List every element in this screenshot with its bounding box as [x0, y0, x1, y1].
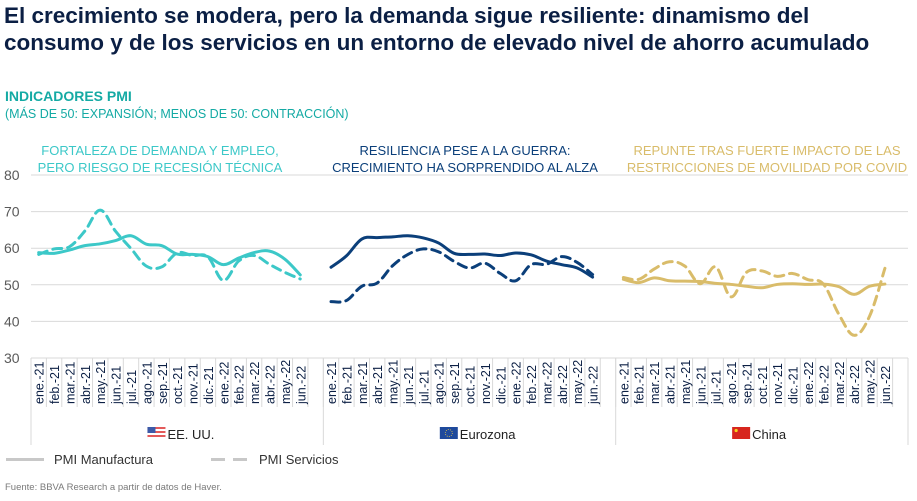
panel-annotation: RESTRICCIONES DE MOVILIDAD POR COVID — [627, 160, 907, 175]
x-tick-label: ago.-21 — [140, 362, 154, 404]
series-line-servicios — [329, 247, 595, 304]
x-tick-label: feb.-21 — [48, 365, 62, 404]
us-flag-stripe — [147, 433, 166, 435]
x-tick-label: mar.-21 — [356, 362, 370, 404]
eu-flag-stars — [444, 429, 453, 437]
x-tick-label: ene.-22 — [510, 362, 524, 404]
x-tick-label: ene.-21 — [33, 362, 47, 404]
source-note: Fuente: BBVA Research a partir de datos … — [5, 482, 222, 493]
x-tick-label: jun.-21 — [694, 366, 708, 405]
x-tick-label: mar.-22 — [248, 362, 262, 404]
x-tick-label: ene.-21 — [325, 362, 339, 404]
x-tick-label: oct.-21 — [171, 366, 185, 404]
china-flag-icon — [732, 427, 751, 439]
x-tick-label: abr.-22 — [263, 365, 277, 404]
series-line-manufactura — [621, 276, 887, 296]
panel-annotation: REPUNTE TRAS FUERTE IMPACTO DE LAS — [633, 143, 900, 158]
x-tick-label: nov.-21 — [479, 363, 493, 404]
x-tick-label: nov.-21 — [771, 363, 785, 404]
us-flag-canton — [147, 427, 156, 433]
x-tick-label: jul.-21 — [710, 370, 724, 405]
panel-annotation: FORTALEZA DE DEMANDA Y EMPLEO, — [41, 143, 278, 158]
y-tick-label: 50 — [4, 277, 20, 293]
x-tick-label: may.-21 — [387, 360, 401, 404]
x-tick-label: feb.-21 — [633, 365, 647, 404]
legend-label-manufactura: PMI Manufactura — [54, 451, 153, 467]
x-tick-label: dic.-21 — [494, 366, 508, 404]
x-tick-label: feb.-22 — [233, 365, 247, 404]
x-tick-label: may.-21 — [679, 360, 693, 404]
y-tick-label: 40 — [4, 313, 20, 329]
series-line-servicios — [621, 260, 887, 337]
x-tick-label: oct.-21 — [756, 366, 770, 404]
x-tick-label: sep.-21 — [156, 362, 170, 404]
chart-subtitle: INDICADORES PMI — [5, 88, 132, 104]
panel-annotation: PERO RIESGO DE RECESIÓN TÉCNICA — [38, 160, 283, 175]
x-tick-label: abr.-22 — [848, 365, 862, 404]
series-line-servicios — [37, 208, 302, 282]
x-tick-label: feb.-21 — [340, 365, 354, 404]
x-tick-label: jun.-22 — [879, 366, 893, 405]
x-tick-label: may.-22 — [279, 360, 293, 404]
us-flag-stripe — [147, 429, 166, 431]
x-tick-label: ene.-22 — [802, 362, 816, 404]
x-tick-label: may.-22 — [864, 360, 878, 404]
x-tick-label: abr.-21 — [664, 365, 678, 404]
x-tick-label: jun.-21 — [110, 366, 124, 405]
y-tick-label: 30 — [4, 350, 20, 366]
x-tick-label: ago.-21 — [433, 362, 447, 404]
region-label: China — [752, 427, 787, 442]
x-tick-label: may.-22 — [571, 360, 585, 404]
x-tick-label: jul.-21 — [125, 370, 139, 405]
x-tick-label: jul.-21 — [417, 370, 431, 405]
legend-item-servicios: PMI Servicios — [211, 451, 338, 467]
y-tick-label: 70 — [4, 204, 20, 220]
x-tick-label: nov.-21 — [187, 363, 201, 404]
x-tick-label: mar.-22 — [833, 362, 847, 404]
x-tick-label: oct.-21 — [464, 366, 478, 404]
y-tick-label: 60 — [4, 240, 20, 256]
x-tick-label: ago.-21 — [725, 362, 739, 404]
region-label: Eurozona — [460, 427, 516, 442]
x-tick-label: abr.-21 — [371, 365, 385, 404]
x-tick-label: may.-21 — [94, 360, 108, 404]
x-tick-label: feb.-22 — [525, 365, 539, 404]
x-tick-label: sep.-21 — [448, 362, 462, 404]
x-tick-label: jun.-21 — [402, 366, 416, 405]
series-line-manufactura — [37, 234, 302, 277]
x-tick-label: dic.-21 — [202, 366, 216, 404]
x-tick-label: mar.-21 — [63, 362, 77, 404]
eu-flag-icon — [439, 427, 458, 439]
x-tick-label: jun.-22 — [294, 366, 308, 405]
x-tick-label: dic.-21 — [787, 366, 801, 404]
x-tick-label: abr.-22 — [556, 365, 570, 404]
us-flag-stripe — [147, 437, 166, 439]
region-label: EE. UU. — [167, 427, 214, 442]
china-flag-star — [734, 428, 738, 433]
x-tick-label: ene.-22 — [217, 362, 231, 404]
series-line-manufactura — [329, 234, 595, 279]
x-tick-label: mar.-22 — [540, 362, 554, 404]
dashed-line-icon — [211, 457, 249, 461]
chart-title: El crecimiento se modera, pero la demand… — [4, 3, 870, 55]
legend-label-servicios: PMI Servicios — [259, 451, 339, 467]
solid-line-icon — [6, 457, 44, 461]
x-tick-label: mar.-21 — [648, 362, 662, 404]
panel-annotation: CRECIMIENTO HA SORPRENDIDO AL ALZA — [332, 160, 598, 175]
panel-annotation: RESILIENCIA PESE A LA GUERRA: — [360, 143, 571, 158]
chart-subnote: (MÁS DE 50: EXPANSIÓN; MENOS DE 50: CONT… — [5, 107, 349, 121]
legend-item-manufactura: PMI Manufactura — [6, 451, 153, 467]
x-tick-label: ene.-21 — [617, 362, 631, 404]
x-tick-label: feb.-22 — [817, 365, 831, 404]
x-tick-label: abr.-21 — [79, 365, 93, 404]
x-tick-label: sep.-21 — [740, 362, 754, 404]
x-tick-label: jun.-22 — [587, 366, 601, 405]
y-tick-label: 80 — [4, 167, 20, 183]
